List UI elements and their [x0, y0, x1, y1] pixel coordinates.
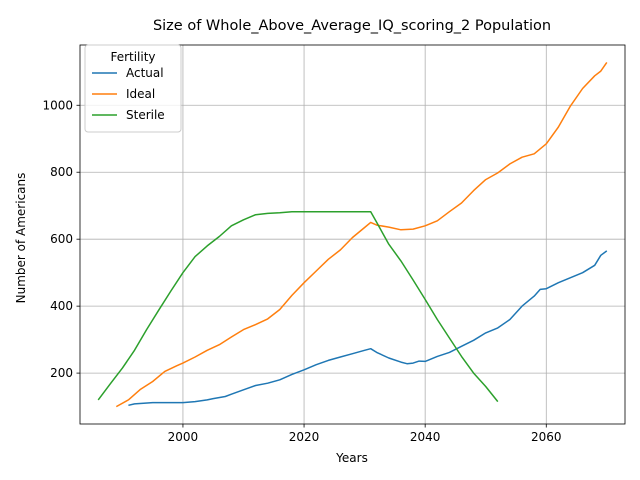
x-tick-label: 2020: [289, 430, 320, 444]
x-tick-label: 2060: [531, 430, 562, 444]
y-tick-label: 400: [50, 299, 73, 313]
series-line-ideal: [115, 61, 608, 408]
legend-label-sterile: Sterile: [126, 108, 165, 122]
x-axis-label: Years: [335, 451, 368, 465]
series-line-actual: [128, 250, 608, 407]
x-tick-label: 2000: [168, 430, 199, 444]
series-lines: [97, 61, 608, 408]
y-tick-label: 1000: [42, 98, 73, 112]
axis-ticks: 2000 2020 2040 2060 200 400 600 800 1000: [42, 98, 561, 444]
legend: Fertility Actual Ideal Sterile: [84, 44, 182, 133]
x-tick-label: 2040: [410, 430, 441, 444]
y-tick-label: 800: [50, 165, 73, 179]
legend-label-ideal: Ideal: [126, 87, 155, 101]
y-tick-label: 200: [50, 366, 73, 380]
y-axis-label: Number of Americans: [14, 173, 28, 304]
legend-label-actual: Actual: [126, 66, 164, 80]
legend-box: [84, 44, 182, 133]
y-tick-label: 600: [50, 232, 73, 246]
plot-area-frame: [79, 44, 626, 425]
chart-title: Size of Whole_Above_Average_IQ_scoring_2…: [153, 18, 551, 34]
series-line-sterile: [97, 210, 499, 403]
legend-title: Fertility: [110, 50, 155, 64]
